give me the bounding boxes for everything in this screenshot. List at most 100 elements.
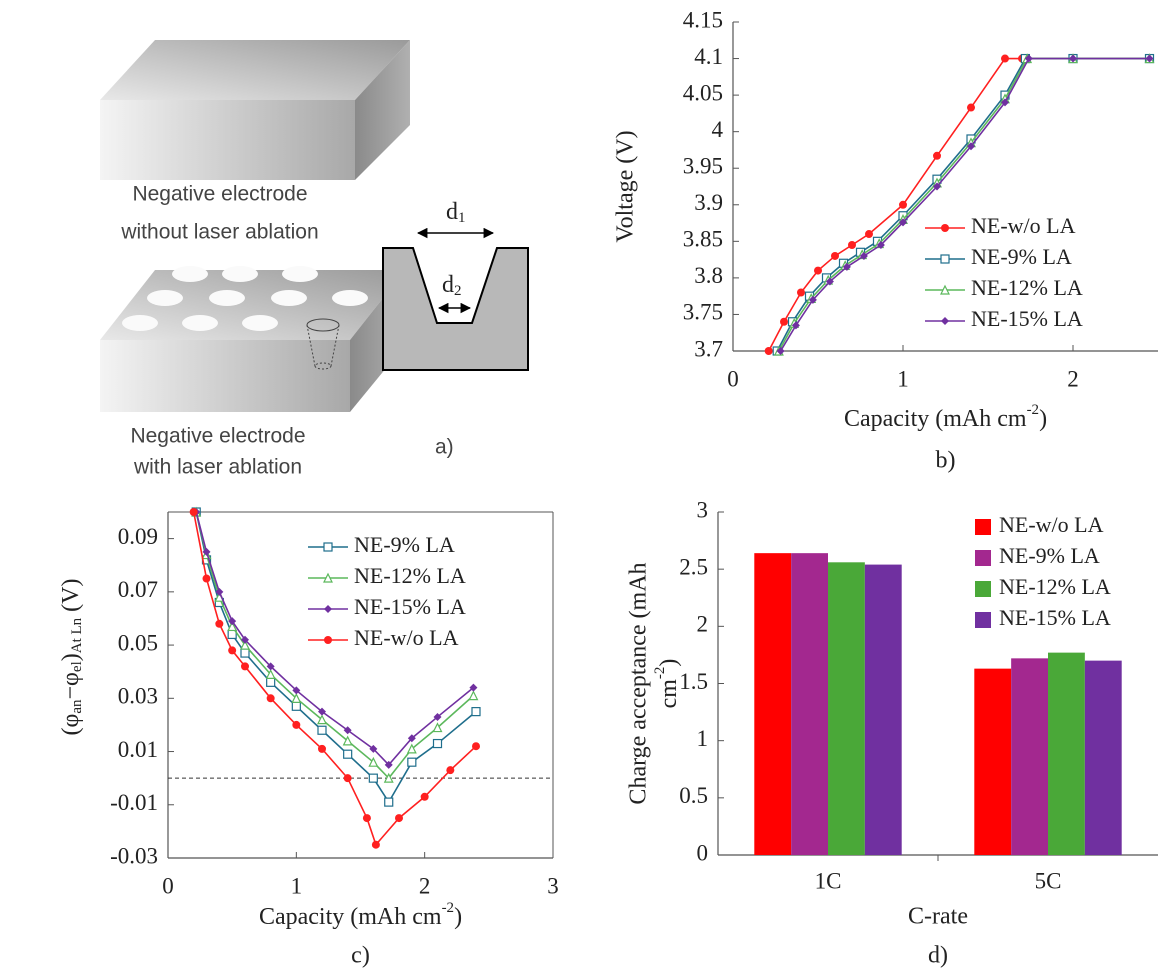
marker	[369, 774, 377, 782]
marker	[318, 745, 326, 753]
cross-section	[383, 248, 528, 370]
marker	[215, 620, 223, 628]
bar	[865, 565, 902, 855]
series-line	[777, 59, 1149, 351]
y-tick-label: 0	[697, 840, 709, 865]
y-tick-label: -0.01	[110, 790, 158, 815]
bar	[754, 553, 791, 855]
legend-marker	[324, 543, 332, 551]
x-axis-label-part: )	[454, 904, 462, 930]
marker	[434, 740, 442, 748]
marker	[469, 692, 477, 700]
legend-marker	[324, 605, 332, 613]
bar	[1011, 658, 1048, 855]
y-tick-label: 2	[697, 612, 709, 637]
marker	[780, 318, 788, 326]
legend-swatch	[975, 519, 991, 535]
marker	[797, 289, 805, 297]
marker	[472, 708, 480, 716]
marker	[363, 814, 371, 822]
marker	[344, 750, 352, 758]
y-axis-label-part: −φ	[58, 672, 84, 699]
bar	[828, 562, 865, 855]
x-tick-label: 5C	[1035, 868, 1062, 893]
legend-label: NE-12% LA	[999, 574, 1111, 599]
x-axis-label-part: Capacity (mAh cm	[844, 406, 1027, 432]
x-axis-label-part: -2	[1027, 402, 1040, 418]
y-tick-label: 4	[712, 117, 724, 142]
y-tick-label: 0.09	[118, 524, 158, 549]
bar	[1085, 661, 1122, 855]
marker	[814, 267, 822, 275]
marker	[848, 241, 856, 249]
dim-label: d1	[446, 199, 466, 227]
y-axis-label-part: el	[69, 661, 85, 672]
series-line	[769, 59, 1150, 351]
y-tick-label: 3.75	[683, 300, 723, 325]
y-axis-label-part: )	[656, 659, 682, 667]
series-line	[194, 512, 476, 845]
marker	[241, 662, 249, 670]
y-tick-label: 3	[697, 497, 709, 522]
legend-marker	[941, 255, 949, 263]
marker	[267, 694, 275, 702]
legend-label: NE-12% LA	[971, 275, 1083, 300]
y-tick-label: 4.1	[694, 44, 723, 69]
y-tick-label: -0.03	[110, 843, 158, 868]
y-axis-label: (φan−φel)At Ln (V)	[58, 579, 86, 736]
y-axis-label-part: an	[69, 699, 85, 714]
marker	[395, 814, 403, 822]
marker	[421, 793, 429, 801]
y-tick-label: 0.01	[118, 737, 158, 762]
caption: with laser ablation	[133, 456, 302, 479]
x-tick-label: 2	[419, 873, 431, 898]
y-tick-label: 3.95	[683, 154, 723, 179]
marker	[385, 798, 393, 806]
y-tick-label: 3.7	[694, 336, 723, 361]
marker	[372, 841, 380, 849]
marker	[967, 104, 975, 112]
marker	[1001, 55, 1009, 63]
x-tick-label: 1	[897, 366, 909, 391]
marker	[765, 347, 773, 355]
panel-label: b)	[936, 448, 956, 474]
y-tick-label: 0.03	[118, 684, 158, 709]
figure: Negative electrode without laser ablatio…	[0, 0, 1159, 970]
bar	[791, 553, 828, 855]
bar	[1048, 653, 1085, 855]
y-tick-label: 3.9	[694, 190, 723, 215]
marker	[228, 646, 236, 654]
y-axis-label-part: (φ	[58, 714, 84, 736]
marker	[267, 678, 275, 686]
legend-swatch	[975, 612, 991, 628]
y-tick-label: 0.05	[118, 630, 158, 655]
legend-label: NE-w/o LA	[999, 512, 1104, 537]
marker	[203, 575, 211, 583]
marker	[292, 702, 300, 710]
legend-label: NE-12% LA	[354, 563, 466, 588]
y-axis-label-part: )	[58, 653, 84, 661]
legend-label: NE-9% LA	[999, 543, 1100, 568]
bar	[974, 669, 1011, 855]
marker	[241, 649, 249, 657]
y-tick-label: 3.8	[694, 263, 723, 288]
block-front	[100, 340, 350, 412]
legend-label: NE-15% LA	[971, 306, 1083, 331]
y-axis-label-part: cm	[656, 679, 682, 709]
marker	[865, 230, 873, 238]
marker	[190, 508, 198, 516]
legend-swatch	[975, 550, 991, 566]
y-axis-label-part: At Ln	[69, 617, 85, 653]
x-axis-label-part: )	[1039, 406, 1047, 432]
x-tick-label: 0	[727, 366, 739, 391]
y-axis-label: cm-2)	[652, 659, 681, 709]
series-line	[779, 59, 1150, 351]
x-axis-label: Capacity (mAh cm-2)	[844, 402, 1047, 431]
caption: Negative electrode	[132, 183, 307, 206]
marker	[318, 726, 326, 734]
panel-a: Negative electrode without laser ablatio…	[100, 40, 528, 479]
legend-marker	[324, 636, 332, 644]
marker	[899, 201, 907, 209]
y-axis-label-part: -2	[652, 667, 668, 680]
legend-marker	[941, 224, 949, 232]
